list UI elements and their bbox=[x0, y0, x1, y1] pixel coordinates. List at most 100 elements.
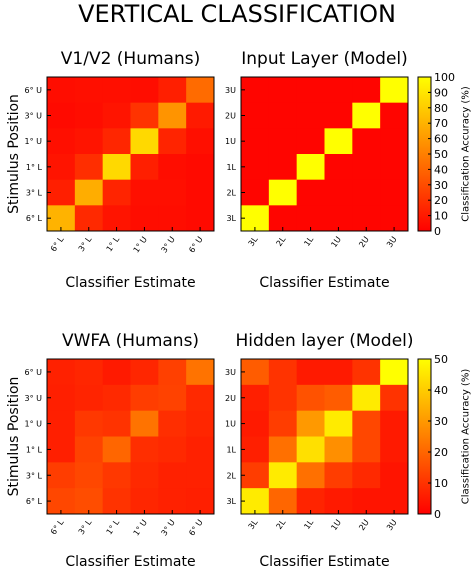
heatmap-cell bbox=[186, 102, 215, 129]
heatmap-cell bbox=[241, 384, 270, 412]
x-axis-label: Classifier Estimate bbox=[65, 275, 195, 291]
heatmap-cell bbox=[241, 154, 270, 181]
x-tick-label: 1° L bbox=[105, 518, 122, 537]
heatmap-cell bbox=[47, 359, 76, 386]
heatmap-cell bbox=[296, 128, 325, 155]
heatmap-cell bbox=[47, 154, 76, 181]
heatmap-cell bbox=[380, 462, 409, 489]
heatmap-cell bbox=[186, 77, 215, 104]
heatmap-cell bbox=[268, 436, 298, 463]
panel-frame bbox=[46, 358, 215, 515]
heatmap-cell bbox=[158, 410, 187, 437]
panel-title: Hidden layer (Model) bbox=[235, 331, 413, 351]
x-tick-label: 2U bbox=[357, 518, 371, 532]
colorbar: 0 10 20 30 40 50 Classification Accuracy (%) bbox=[417, 353, 472, 521]
colorbar-tick-label: 0 bbox=[434, 225, 441, 238]
y-tick-label: 1° L bbox=[26, 163, 43, 172]
heatmap-cell bbox=[74, 462, 104, 489]
heatmap-cell bbox=[380, 410, 409, 437]
colorbar-tick-label: 60 bbox=[434, 133, 448, 146]
heatmap-cell bbox=[324, 77, 353, 104]
y-tick-label: 3U bbox=[225, 86, 236, 95]
colorbar-label: Classification Accuracy (%) bbox=[461, 369, 472, 505]
heatmap-cell bbox=[296, 77, 325, 104]
colorbar-tick-label: 10 bbox=[434, 477, 448, 490]
heatmap-cell bbox=[102, 436, 131, 463]
colorbar-tick-label: 0 bbox=[434, 508, 441, 521]
heatmap-cell bbox=[158, 154, 187, 181]
heatmap-cell bbox=[296, 179, 325, 206]
colorbar-tick-label: 80 bbox=[434, 102, 448, 115]
heatmap-cell bbox=[74, 436, 104, 463]
heatmap-cell bbox=[47, 384, 76, 412]
heatmap-cell bbox=[324, 128, 353, 155]
heatmap-cell bbox=[102, 77, 131, 104]
heatmap-cell bbox=[296, 410, 325, 437]
heatmap-cell bbox=[158, 462, 187, 489]
x-axis-label: Classifier Estimate bbox=[65, 554, 195, 569]
heatmap-cell bbox=[102, 410, 131, 437]
heatmap-cell bbox=[352, 77, 381, 104]
x-tick-label: 2L bbox=[275, 235, 288, 248]
heatmap-cell bbox=[241, 77, 270, 104]
heatmap-panel-2: Input Layer (Model) 3U 2U 1U 1L 2L 3L 3L 2L 1L 1U 2… bbox=[225, 49, 471, 291]
heatmap-cell bbox=[130, 359, 159, 386]
heatmap-cell bbox=[158, 359, 187, 386]
colorbar-tick-label: 50 bbox=[434, 148, 448, 161]
colorbar-tick-label: 30 bbox=[434, 415, 448, 428]
heatmap-cell bbox=[47, 436, 76, 463]
heatmap-cell bbox=[102, 462, 131, 489]
heatmap-cell bbox=[296, 436, 325, 463]
heatmap-cell bbox=[130, 102, 159, 129]
heatmap-cell bbox=[130, 462, 159, 489]
heatmap-cell bbox=[324, 359, 353, 386]
heatmap-cell bbox=[352, 410, 381, 437]
heatmap-cell bbox=[268, 77, 298, 104]
heatmap-cell bbox=[186, 179, 215, 206]
y-tick-label: 1L bbox=[226, 445, 236, 454]
heatmap-cell bbox=[380, 154, 409, 181]
y-tick-label: 6° U bbox=[25, 368, 43, 377]
colorbar-tick-label: 20 bbox=[434, 194, 448, 207]
x-tick-label: 1° L bbox=[105, 235, 122, 254]
y-axis-label: Stimulus Position bbox=[6, 377, 22, 497]
heatmap-cell bbox=[158, 384, 187, 412]
heatmap-cell bbox=[324, 154, 353, 181]
heatmap-cell bbox=[268, 462, 298, 489]
heatmap-cell bbox=[130, 77, 159, 104]
colorbar: 0 10 20 30 40 50 60 70 80 90 100 Classification Acc… bbox=[417, 71, 472, 238]
heatmap-cell bbox=[102, 102, 131, 129]
heatmap-panel-1: V1/V2 (Humans) 6° U 3° U 1° U 1° L 3° L 6° L 6°… bbox=[6, 49, 215, 291]
y-tick-label: 1U bbox=[225, 420, 236, 429]
x-axis-label: Classifier Estimate bbox=[259, 275, 389, 291]
x-tick-label: 3° L bbox=[77, 518, 94, 537]
heatmap-cell bbox=[74, 384, 104, 412]
heatmap-cell bbox=[130, 410, 159, 437]
heatmap-cell bbox=[241, 102, 270, 129]
panel-frame bbox=[240, 76, 409, 232]
heatmap-cell bbox=[296, 462, 325, 489]
heatmap-cell bbox=[102, 179, 131, 206]
heatmap-cell bbox=[324, 102, 353, 129]
heatmap-cell bbox=[186, 128, 215, 155]
colorbar-tick-label: 40 bbox=[434, 163, 448, 176]
heatmap-cell bbox=[102, 384, 131, 412]
y-tick-label: 3L bbox=[226, 214, 236, 223]
x-tick-label: 6° U bbox=[187, 235, 204, 255]
x-tick-label: 1° U bbox=[132, 235, 149, 255]
y-tick-label: 3° L bbox=[26, 471, 43, 480]
heatmap-cell bbox=[47, 179, 76, 206]
x-axis-label: Classifier Estimate bbox=[259, 554, 389, 569]
y-tick-label: 3° U bbox=[25, 394, 43, 403]
y-tick-label: 1° L bbox=[26, 445, 43, 454]
colorbar-tick-label: 90 bbox=[434, 86, 448, 99]
x-tick-label: 3U bbox=[385, 518, 399, 532]
y-tick-label: 1U bbox=[225, 137, 236, 146]
y-tick-label: 2L bbox=[226, 471, 236, 480]
colorbar-tick-label: 100 bbox=[434, 71, 455, 84]
y-tick-label: 3L bbox=[226, 497, 236, 506]
colorbar-tick-label: 70 bbox=[434, 117, 448, 130]
x-tick-label: 1L bbox=[302, 518, 315, 531]
heatmap-panel-3: VWFA (Humans) 6° U 3° U 1° U 1° L 3° L 6° L 6° … bbox=[6, 331, 215, 569]
